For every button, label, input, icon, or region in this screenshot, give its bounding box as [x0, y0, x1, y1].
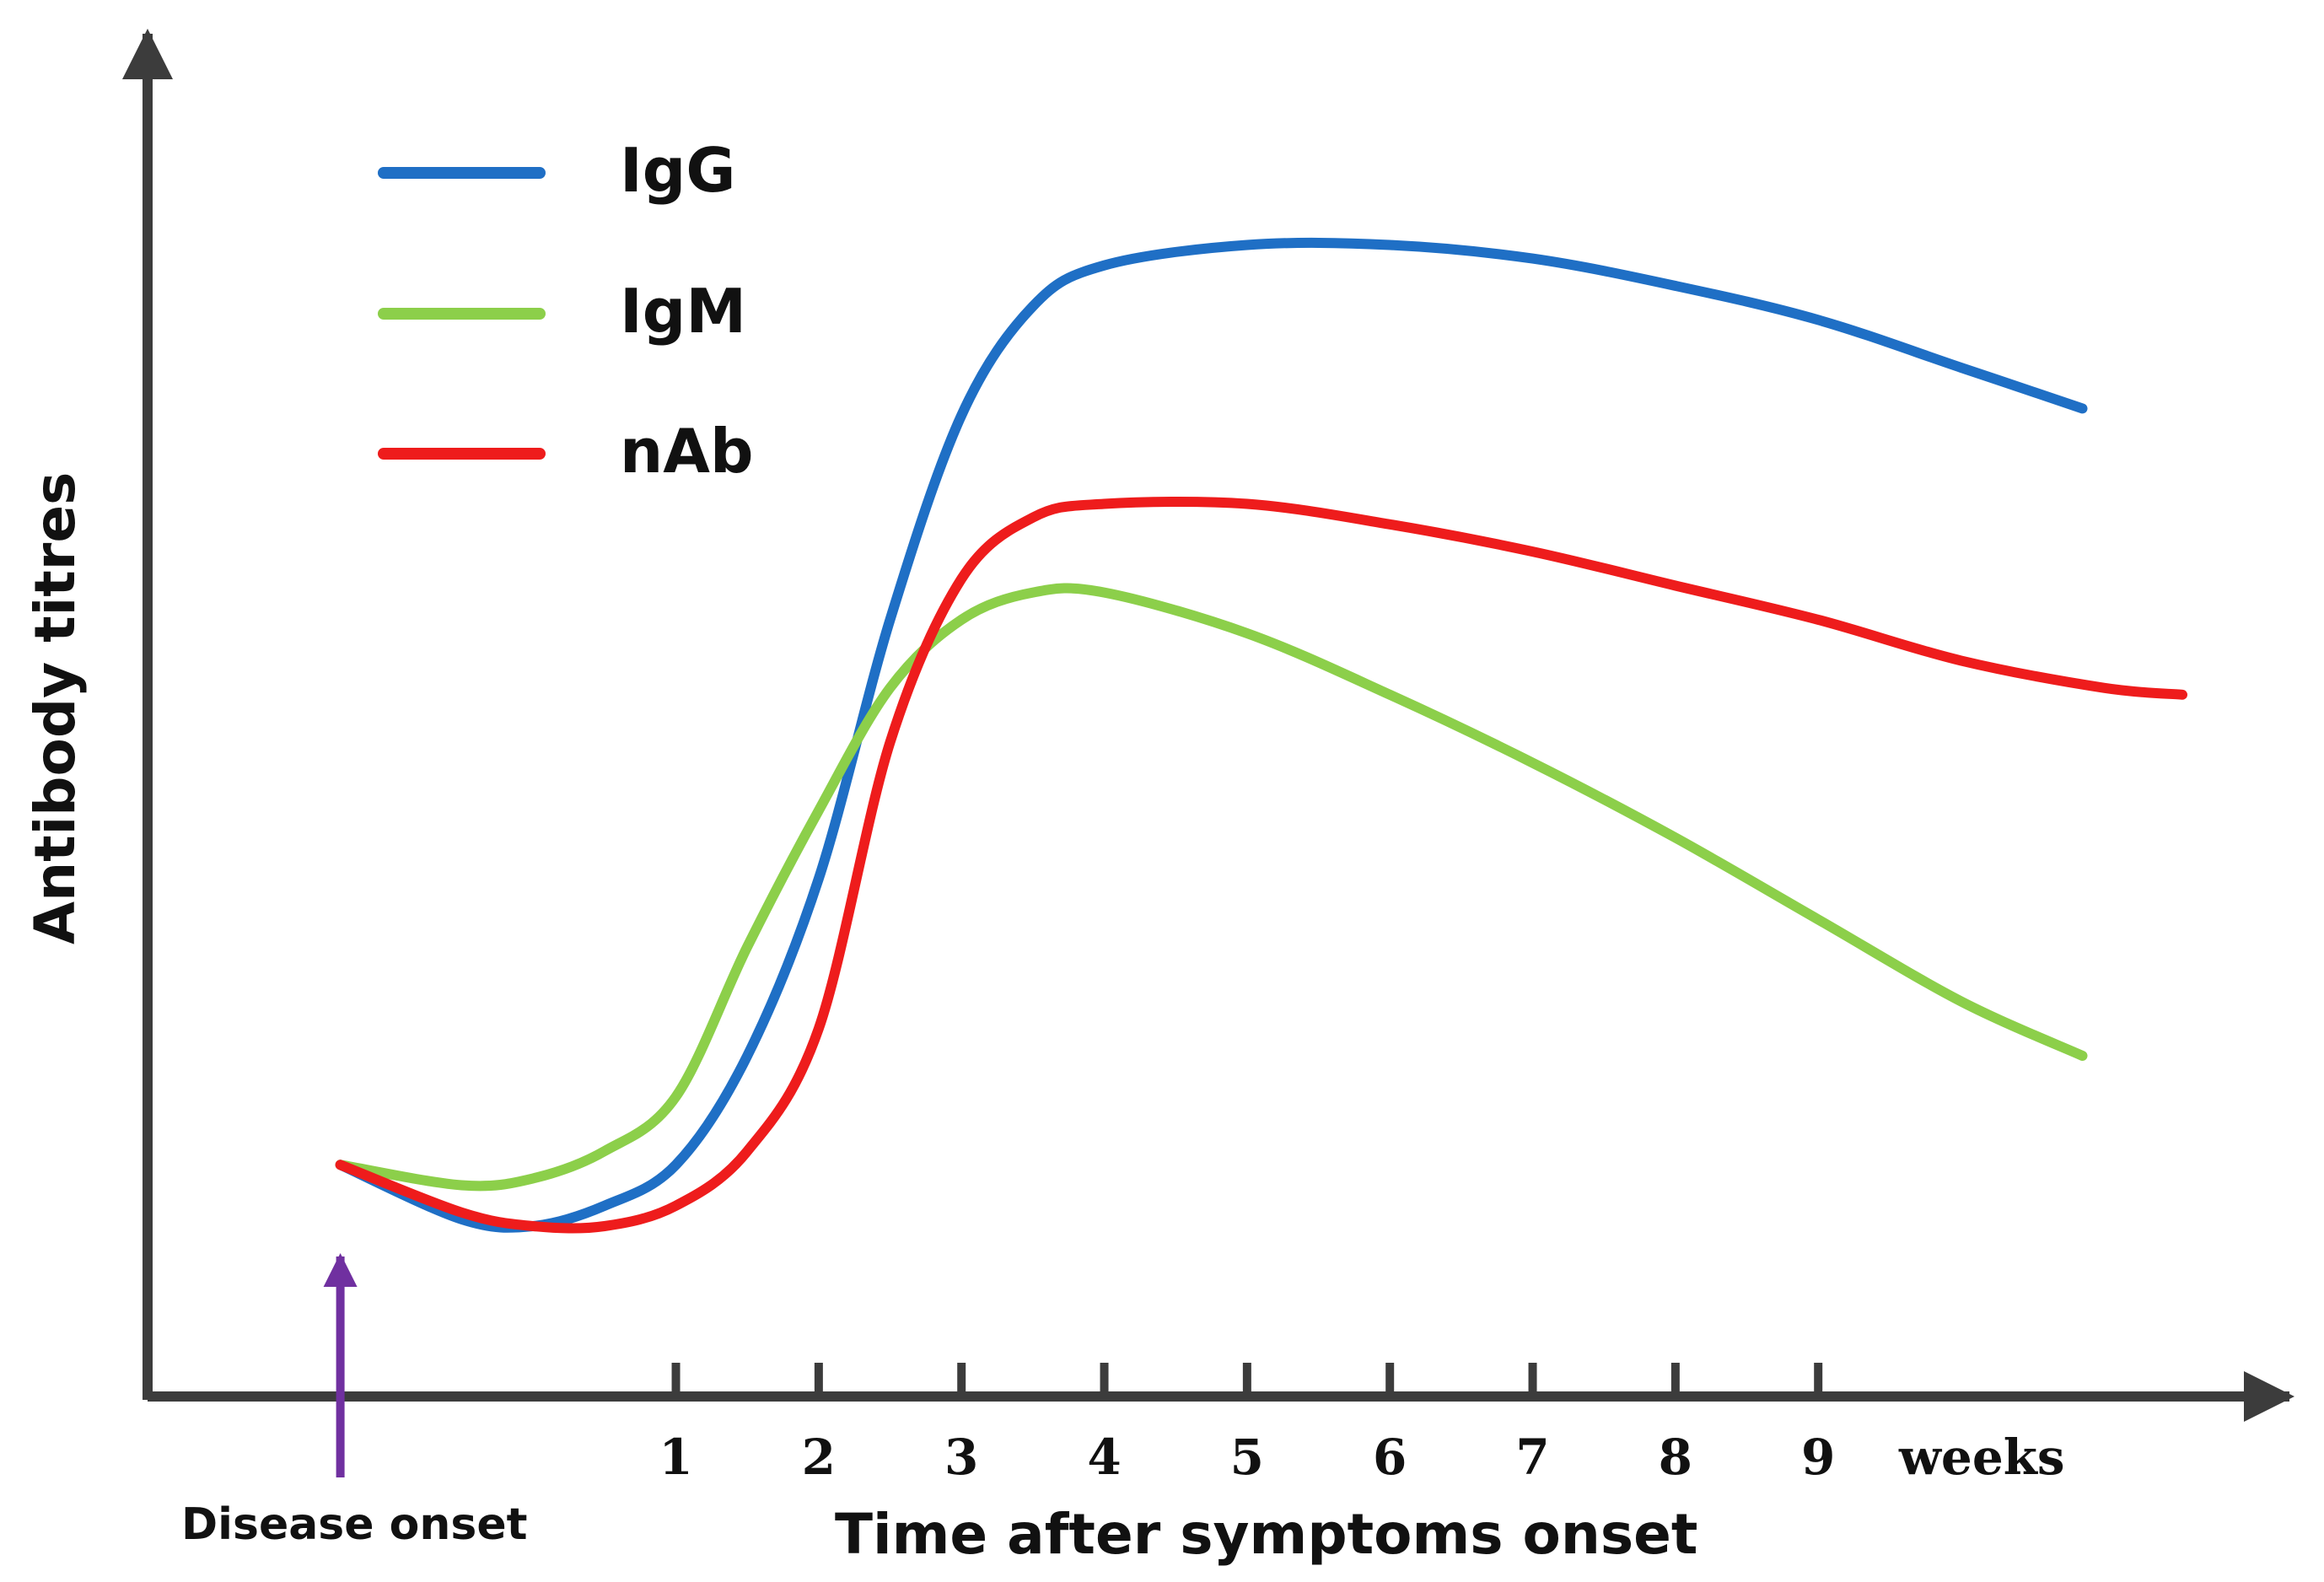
x-tick-label-6: 6: [1373, 1429, 1407, 1486]
legend-label-igm: IgM: [620, 276, 746, 347]
series-line-nab: [335, 496, 2187, 1234]
x-tick-label-3: 3: [944, 1429, 978, 1486]
x-tick-label-8: 8: [1659, 1429, 1692, 1486]
disease-onset-label: Disease onset: [181, 1499, 527, 1550]
legend-label-igg: IgG: [620, 135, 735, 206]
x-tick-label-5: 5: [1230, 1429, 1264, 1486]
legend-label-nab: nAb: [620, 416, 754, 487]
series-line-igm: [335, 583, 2088, 1192]
x-tick-label-2: 2: [802, 1429, 836, 1486]
legend: IgG IgM nAb: [378, 135, 754, 487]
series-line-igg: [335, 237, 2088, 1233]
x-tick-label-4: 4: [1087, 1429, 1121, 1486]
x-axis-ticks: 1 2 3 4 5 6 7 8 9: [659, 1363, 1835, 1486]
x-tick-label-1: 1: [659, 1429, 692, 1486]
x-axis-title: Time after symptoms onset: [835, 1502, 1697, 1567]
x-tick-label-9: 9: [1801, 1429, 1835, 1486]
series-curves: [335, 237, 2187, 1234]
x-tick-label-7: 7: [1515, 1429, 1549, 1486]
y-axis-title: Antibody titres: [23, 472, 88, 944]
x-axis-unit-label: weeks: [1898, 1429, 2065, 1486]
